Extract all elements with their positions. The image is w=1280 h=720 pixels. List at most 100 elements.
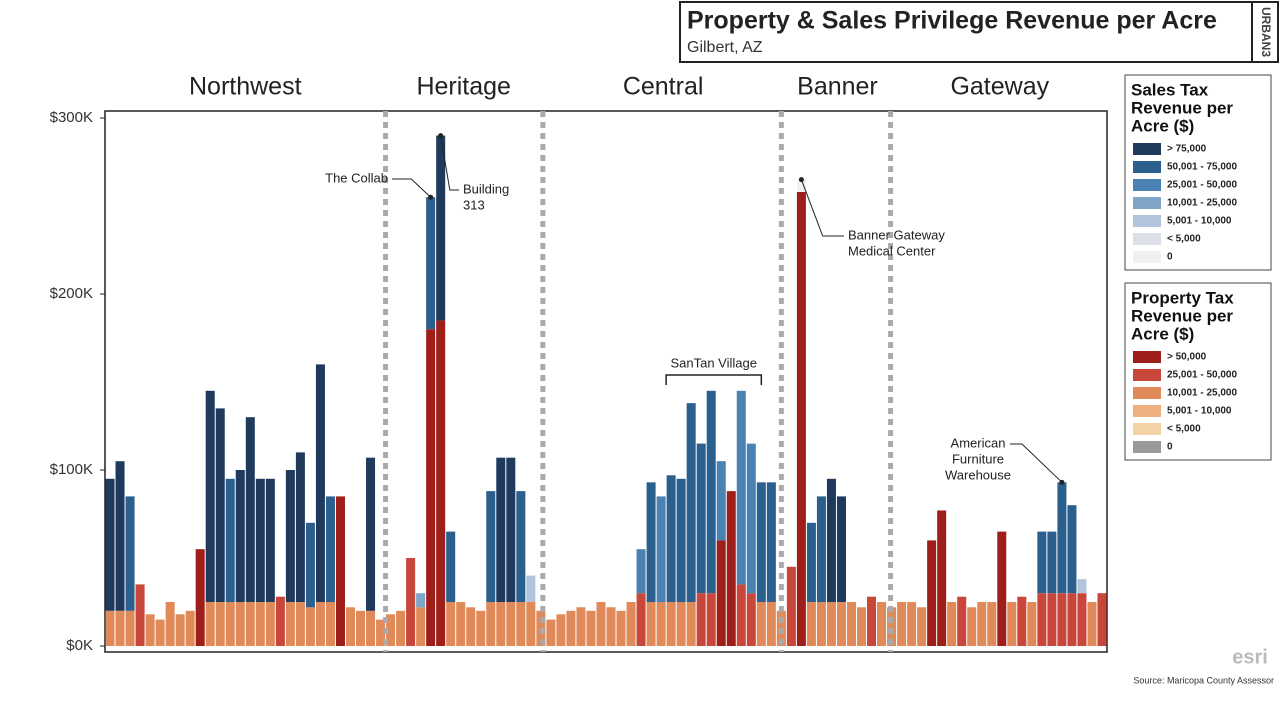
annotation: The Collab — [325, 170, 388, 185]
bar-segment — [877, 602, 887, 646]
bar-segment — [315, 602, 325, 646]
bar-segment — [596, 602, 606, 646]
annotation-dot — [798, 177, 804, 183]
bar-segment — [686, 602, 696, 646]
bar-segment — [927, 540, 937, 646]
bar-segment — [796, 191, 806, 647]
bar-segment — [356, 610, 366, 646]
bar-segment — [215, 408, 225, 602]
annotation: Warehouse — [945, 467, 1011, 482]
bar-segment — [345, 607, 355, 646]
legend-title: Acre ($) — [1131, 324, 1194, 343]
legend-swatch — [1133, 387, 1161, 399]
bar-segment — [1077, 593, 1087, 646]
bar-segment — [646, 482, 656, 602]
legend-label: 25,001 - 50,000 — [1167, 370, 1237, 381]
legend-label: 0 — [1167, 252, 1173, 263]
bar-segment — [1057, 482, 1067, 594]
bar-segment — [105, 610, 115, 646]
legend-swatch — [1133, 351, 1161, 363]
bar-segment — [816, 496, 826, 602]
bar-segment — [265, 478, 275, 602]
bar-segment — [335, 496, 345, 646]
annotation: Building — [463, 181, 509, 196]
bar-segment — [185, 610, 195, 646]
annotation: Medical Center — [848, 243, 936, 258]
bar-segment — [656, 496, 666, 602]
bracket — [665, 374, 763, 385]
bar-segment — [506, 602, 516, 646]
region-label: Northwest — [189, 73, 302, 101]
bar-segment — [255, 602, 265, 646]
bar-segment — [636, 549, 646, 594]
bar-segment — [215, 602, 225, 646]
legend-label: 25,001 - 50,000 — [1167, 180, 1237, 191]
bar-segment — [506, 457, 516, 602]
bar-segment — [967, 607, 977, 646]
bar-segment — [1037, 531, 1047, 594]
bar-segment — [366, 610, 376, 646]
bar-segment — [836, 602, 846, 646]
bar-segment — [235, 470, 245, 602]
bar-segment — [325, 496, 335, 602]
bar-segment — [285, 602, 295, 646]
bar-segment — [1097, 593, 1107, 646]
bar-segment — [746, 593, 756, 646]
bar-segment — [265, 602, 275, 646]
bar-segment — [696, 443, 706, 594]
source: Source: Maricopa County Assessor — [1133, 675, 1274, 685]
legend-swatch — [1133, 161, 1161, 173]
bar-segment — [756, 482, 766, 602]
annotation-dot — [428, 194, 434, 200]
bar-segment — [115, 610, 125, 646]
bar-segment — [666, 475, 676, 602]
annotation-dot — [438, 133, 444, 139]
bar-segment — [325, 602, 335, 646]
bar-segment — [285, 470, 295, 602]
plot-frame — [104, 110, 1108, 653]
bar-segment — [205, 602, 215, 646]
bar-segment — [165, 602, 175, 646]
bar-segment — [1087, 602, 1097, 646]
bar-segment — [676, 478, 686, 602]
annotation-leader — [1010, 443, 1063, 483]
legend-title: Sales Tax — [1131, 80, 1209, 99]
bar-segment — [736, 584, 746, 646]
y-tick-label: $200K — [50, 285, 93, 302]
bar-segment — [656, 602, 666, 646]
legend-swatch — [1133, 441, 1161, 453]
title-box — [679, 1, 1253, 63]
region-label: Heritage — [416, 73, 511, 101]
bar-segment — [616, 610, 626, 646]
region-label: Gateway — [950, 73, 1049, 101]
legend-swatch — [1133, 369, 1161, 381]
bar-segment — [566, 610, 576, 646]
bracket-label: SanTan Village — [670, 355, 757, 370]
legend-title: Acre ($) — [1131, 116, 1194, 135]
bar-segment — [887, 607, 897, 646]
bar-segment — [446, 602, 456, 646]
bar-segment — [546, 619, 556, 646]
bar-segment — [716, 540, 726, 646]
bar-segment — [456, 602, 466, 646]
bar-segment — [846, 602, 856, 646]
bar-segment — [476, 610, 486, 646]
bar-segment — [436, 320, 446, 646]
legend-swatch — [1133, 405, 1161, 417]
bar-segment — [556, 614, 566, 646]
y-tick-label: $300K — [50, 109, 93, 126]
annotation-leader — [440, 135, 459, 191]
bar-segment — [496, 457, 506, 602]
bar-segment — [516, 491, 526, 602]
bar-segment — [636, 593, 646, 646]
annotation-dot — [1059, 479, 1065, 485]
bar-segment — [115, 461, 125, 611]
bar-segment — [315, 364, 325, 602]
bar-segment — [826, 602, 836, 646]
bar-segment — [105, 478, 115, 611]
bar-segment — [125, 496, 135, 611]
bar-segment — [1077, 579, 1087, 594]
bar-segment — [426, 329, 436, 646]
bar-segment — [486, 491, 496, 602]
bar-segment — [245, 417, 255, 602]
